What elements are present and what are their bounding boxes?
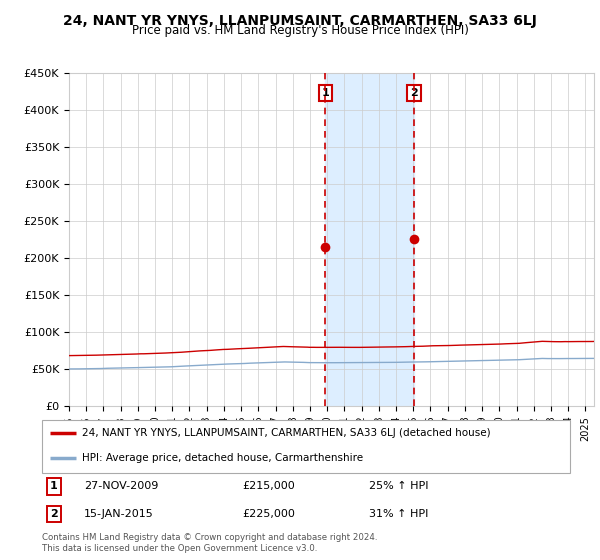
- Text: £225,000: £225,000: [242, 509, 296, 519]
- Text: £215,000: £215,000: [242, 482, 295, 491]
- Text: 31% ↑ HPI: 31% ↑ HPI: [370, 509, 429, 519]
- Text: 24, NANT YR YNYS, LLANPUMSAINT, CARMARTHEN, SA33 6LJ: 24, NANT YR YNYS, LLANPUMSAINT, CARMARTH…: [63, 14, 537, 28]
- Text: Contains HM Land Registry data © Crown copyright and database right 2024.
This d: Contains HM Land Registry data © Crown c…: [42, 533, 377, 553]
- Text: 2: 2: [410, 88, 418, 98]
- Text: 27-NOV-2009: 27-NOV-2009: [84, 482, 158, 491]
- Text: 25% ↑ HPI: 25% ↑ HPI: [370, 482, 429, 491]
- Text: 24, NANT YR YNYS, LLANPUMSAINT, CARMARTHEN, SA33 6LJ (detached house): 24, NANT YR YNYS, LLANPUMSAINT, CARMARTH…: [82, 428, 490, 438]
- Text: 1: 1: [50, 482, 58, 491]
- Text: Price paid vs. HM Land Registry's House Price Index (HPI): Price paid vs. HM Land Registry's House …: [131, 24, 469, 37]
- Text: HPI: Average price, detached house, Carmarthenshire: HPI: Average price, detached house, Carm…: [82, 453, 363, 463]
- Bar: [325, 73, 414, 406]
- Text: 15-JAN-2015: 15-JAN-2015: [84, 509, 154, 519]
- Text: 2: 2: [50, 509, 58, 519]
- Text: 1: 1: [322, 88, 329, 98]
- FancyBboxPatch shape: [42, 420, 570, 473]
